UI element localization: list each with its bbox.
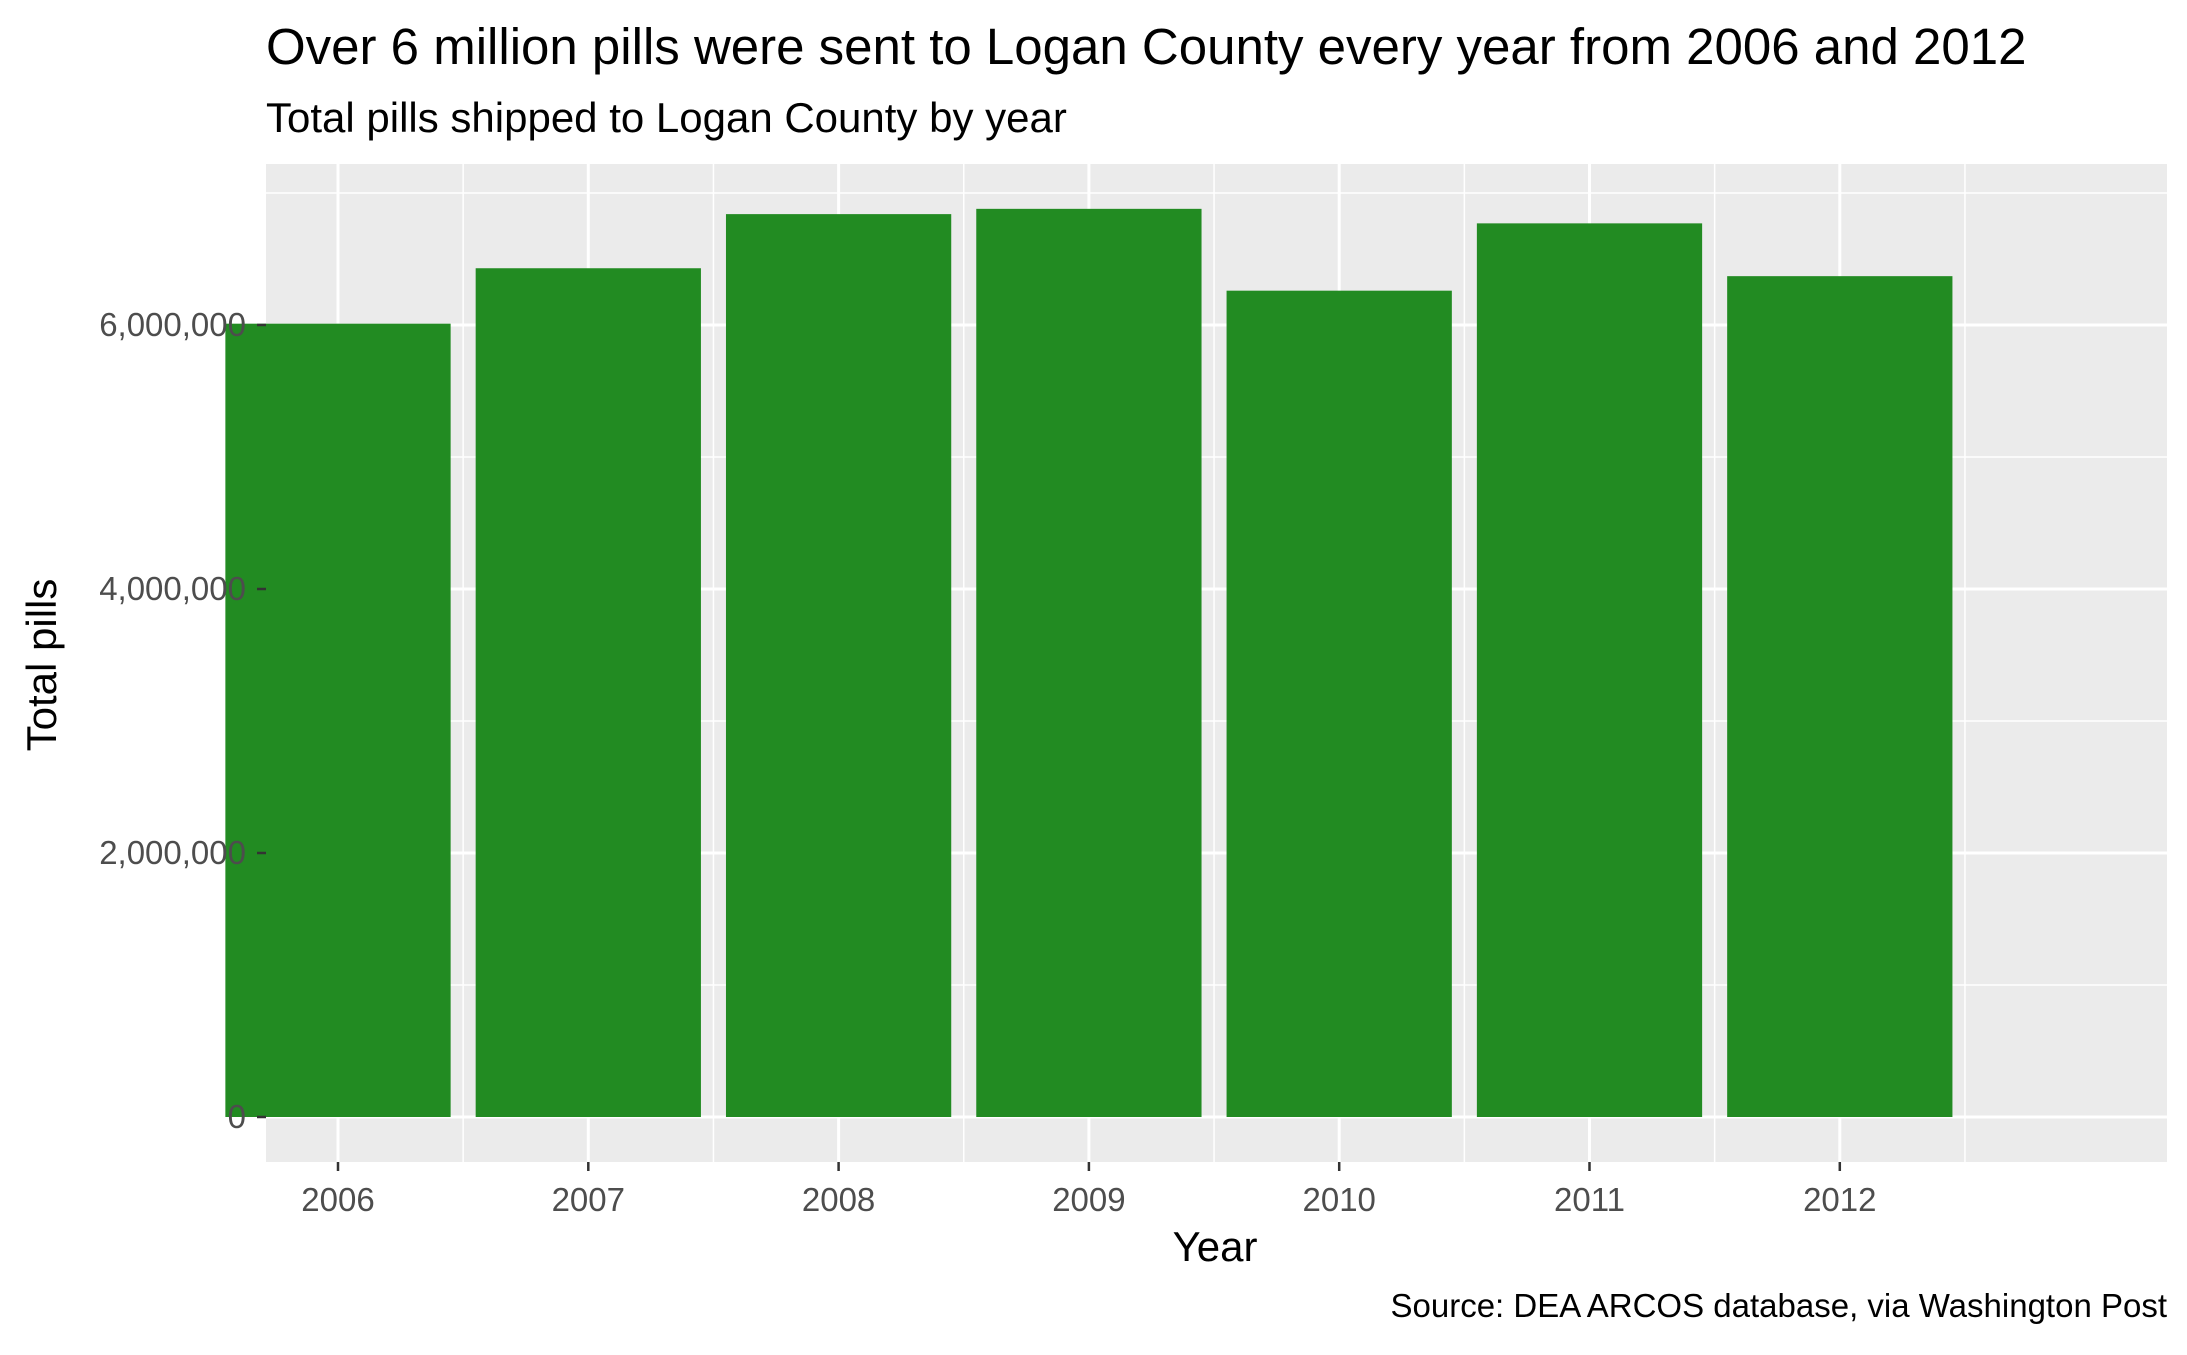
y-axis: 0 2,000,000 4,000,000 6,000,000 <box>99 306 266 1135</box>
bar-2006 <box>225 323 451 1117</box>
source-caption: Source: DEA ARCOS database, via Washingt… <box>1390 1287 2167 1324</box>
bar-2007 <box>475 268 701 1117</box>
bar-2009 <box>976 208 1202 1118</box>
x-tick-label: 2010 <box>1302 1181 1375 1218</box>
y-tick-label: 4,000,000 <box>99 570 246 607</box>
bar-2010 <box>1226 290 1452 1117</box>
bar-2012 <box>1727 276 1953 1117</box>
chart-title: Over 6 million pills were sent to Logan … <box>266 18 2026 75</box>
x-tick-label: 2009 <box>1052 1181 1125 1218</box>
y-axis-title: Total pills <box>18 579 65 752</box>
x-axis: 2006 2007 2008 2009 2010 2011 2012 <box>301 1162 1877 1218</box>
x-tick-label: 2007 <box>552 1181 625 1218</box>
bar-2011 <box>1476 223 1703 1118</box>
y-tick-label: 2,000,000 <box>99 834 246 871</box>
x-tick-label: 2011 <box>1554 1181 1625 1218</box>
bars <box>225 208 1953 1118</box>
y-tick-label: 0 <box>228 1098 246 1135</box>
x-tick-label: 2006 <box>301 1181 374 1218</box>
x-tick-label: 2008 <box>802 1181 875 1218</box>
x-tick-label: 2012 <box>1803 1181 1876 1218</box>
x-axis-title: Year <box>1173 1223 1258 1270</box>
chart-subtitle: Total pills shipped to Logan County by y… <box>266 94 1067 141</box>
bar-2008 <box>725 214 952 1117</box>
y-tick-label: 6,000,000 <box>99 306 246 343</box>
